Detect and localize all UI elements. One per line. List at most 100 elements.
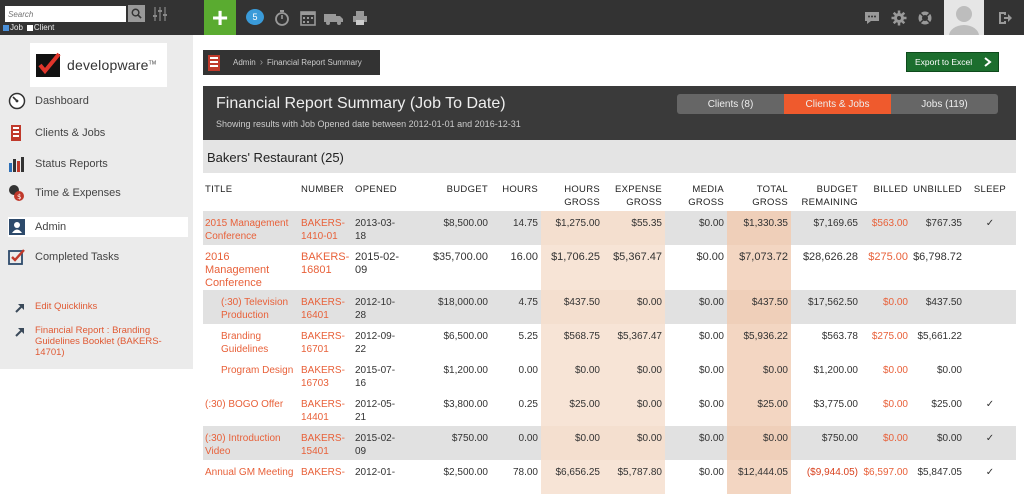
search-input[interactable] [5,6,126,22]
row-title[interactable]: Annual GM Meeting [205,467,294,478]
row-billed[interactable]: $0.00 [861,290,911,324]
row-number[interactable]: BAKERS-15401 [299,426,353,460]
sidebar-item-admin[interactable]: Admin [8,217,188,237]
quicklink-edit[interactable]: Edit Quicklinks [14,301,97,314]
sidebar-item-clients-jobs[interactable]: Clients & Jobs [8,123,188,143]
row-billed[interactable]: $275.00 [871,331,908,342]
row-media-gross: $0.00 [665,290,727,324]
row-budget-remaining: ($9,944.05) [806,467,858,478]
col-expense-gross[interactable]: EXPENSE GROSS [615,184,662,208]
col-billed[interactable]: BILLED [873,184,908,195]
row-billed[interactable]: $6,597.00 [863,467,909,478]
col-budget-remaining[interactable]: BUDGET REMAINING [801,184,858,208]
col-hours-gross[interactable]: HOURS GROSS [564,184,600,208]
row-number[interactable]: BAKERS-1410-01 [299,211,353,245]
row-unbilled: $437.50 [911,290,965,324]
dashboard-icon [8,92,26,110]
add-new-button[interactable]: + [204,0,236,35]
row-title[interactable]: 2016 Management Conference [205,251,270,289]
row-billed[interactable]: $0.00 [882,399,908,410]
tab-clients-jobs[interactable]: Clients & Jobs [784,94,891,114]
col-opened[interactable]: OPENED [355,184,397,195]
printer-icon[interactable] [351,9,369,27]
chat-badge-icon[interactable]: 5 [246,9,264,25]
table-row[interactable]: 2015 Management Conference BAKERS-1410-01… [203,211,1016,245]
row-number[interactable]: BAKERS-14401 [301,399,345,423]
table-row[interactable]: Program Design BAKERS-16703 2015-07-16 $1,2… [203,358,1016,392]
search-button[interactable] [128,5,145,22]
col-total-gross[interactable]: TOTAL GROSS [752,184,788,208]
table-row[interactable]: (:30) Introduction Video BAKERS-15401 2015… [203,426,1016,460]
client-filter[interactable]: Client [26,23,54,32]
job-filter[interactable]: Job [3,23,23,32]
row-opened: 2012-10-28 [353,290,409,324]
row-hours-gross: $0.00 [541,358,603,392]
row-title[interactable]: Branding Guidelines [221,331,269,355]
notification-count: 5 [252,12,258,22]
row-title[interactable]: (:30) Television Production [203,290,299,324]
export-to-excel-button[interactable]: Export to Excel [906,52,999,72]
row-expense-gross: $55.35 [603,211,665,245]
row-billed[interactable]: $563.00 [861,211,911,245]
row-sleep [965,245,1016,290]
chevron-right-icon [984,57,992,67]
job-checkbox[interactable] [3,24,9,31]
row-total-gross: $1,330.35 [727,211,791,245]
col-hours[interactable]: HOURS [502,184,538,195]
row-budget: $18,000.00 [409,290,491,324]
sidebar-item-label: Completed Tasks [35,251,120,263]
row-expense-gross: $0.00 [603,290,665,324]
row-number[interactable]: BAKERS-16401 [299,290,353,324]
row-sleep [965,324,1016,358]
gear-icon[interactable] [891,10,907,26]
row-budget-remaining: $7,169.65 [791,211,861,245]
col-sleep[interactable]: SLEEP [973,184,1007,195]
row-title[interactable]: 2015 Management Conference [203,211,299,245]
table-row[interactable]: (:30) Television Production BAKERS-16401 2… [203,290,1016,324]
client-checkbox[interactable] [26,24,33,31]
table-row[interactable]: Annual GM Meeting BAKERS- 2012-01- $2,500.0… [203,460,1016,494]
sidebar-item-status-reports[interactable]: Status Reports [8,154,188,174]
report-header: Financial Report Summary (Job To Date) S… [203,86,1016,140]
row-number[interactable]: BAKERS- [301,467,345,478]
calendar-icon[interactable] [299,9,317,27]
quicklink-financial-report[interactable]: Financial Report : Branding Guidelines B… [14,325,184,358]
lifebuoy-icon[interactable] [917,10,933,26]
stopwatch-icon[interactable] [273,9,291,27]
row-title[interactable]: (:30) BOGO Offer [205,399,284,410]
table-header-row: TITLE NUMBER OPENED BUDGET HOURS HOURS G… [203,177,1016,211]
sidebar-item-time-expenses[interactable]: $ Time & Expenses [8,183,188,203]
row-expense-gross: $5,367.47 [603,324,665,358]
row-number[interactable]: BAKERS-16703 [301,365,345,389]
breadcrumb-admin[interactable]: Admin [233,58,256,67]
bar-chart-icon [9,157,24,172]
row-billed[interactable]: $0.00 [861,426,911,460]
row-hours: 16.00 [510,251,538,263]
row-title[interactable]: (:30) Introduction Video [203,426,299,460]
tab-clients[interactable]: Clients (8) [677,94,784,114]
col-media-gross[interactable]: MEDIA GROSS [688,184,724,208]
row-billed[interactable]: $275.00 [868,251,908,263]
row-opened: 2012-09-22 [355,331,396,355]
table-row[interactable]: Branding Guidelines BAKERS-16701 2012-09-2… [203,324,1016,358]
row-title[interactable]: Program Design [221,365,294,376]
row-number[interactable]: BAKERS-16701 [301,331,345,355]
truck-icon[interactable] [323,9,345,27]
col-number[interactable]: NUMBER [301,184,344,195]
sidebar-item-dashboard[interactable]: Dashboard [8,91,188,111]
row-media-gross: $0.00 [665,426,727,460]
speech-icon[interactable] [864,10,880,26]
col-title[interactable]: TITLE [205,184,233,195]
avatar[interactable] [944,0,984,35]
sidebar-item-completed-tasks[interactable]: Completed Tasks [8,247,188,267]
col-budget[interactable]: BUDGET [446,184,488,195]
row-number[interactable]: BAKERS-16801 [301,251,350,276]
row-hours: 78.00 [512,467,538,478]
logout-icon[interactable] [997,10,1013,26]
table-row[interactable]: (:30) BOGO Offer BAKERS-14401 2012-05-21 $3… [203,392,1016,426]
col-unbilled[interactable]: UNBILLED [913,184,962,195]
table-row[interactable]: 2016 Management Conference BAKERS-16801 20… [203,245,1016,290]
sliders-icon[interactable] [152,6,168,22]
row-billed[interactable]: $0.00 [882,365,908,376]
tab-jobs[interactable]: Jobs (119) [891,94,998,114]
